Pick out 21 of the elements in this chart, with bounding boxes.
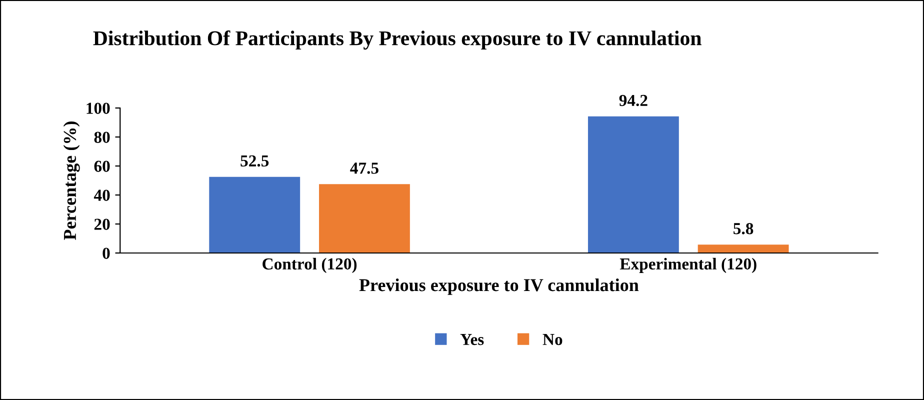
x-tick-label: Experimental (120) — [620, 258, 756, 273]
data-label: 47.5 — [350, 162, 378, 174]
data-label: 94.2 — [619, 94, 648, 106]
legend-label: No — [542, 334, 562, 346]
y-axis-title: Percentage (%) — [63, 122, 80, 240]
legend-label: Yes — [460, 334, 484, 346]
x-axis-title: Previous exposure to IV cannulation — [359, 278, 639, 295]
y-tick-label: 0 — [102, 248, 110, 259]
data-label: 52.5 — [240, 155, 269, 167]
data-label: 5.8 — [734, 223, 754, 234]
y-tick-label: 40 — [94, 190, 110, 201]
y-tick-label: 60 — [94, 160, 110, 172]
y-tick-label: 80 — [94, 132, 110, 143]
bar — [698, 244, 789, 253]
chart-title: Distribution Of Participants By Previous exposure to IV cannulation — [93, 30, 702, 50]
bar — [319, 184, 410, 253]
bar — [209, 176, 300, 253]
y-tick-label: 20 — [94, 218, 110, 230]
bar — [588, 116, 679, 253]
x-tick-label: Control (120) — [262, 258, 357, 273]
y-tick-label: 100 — [86, 102, 110, 114]
